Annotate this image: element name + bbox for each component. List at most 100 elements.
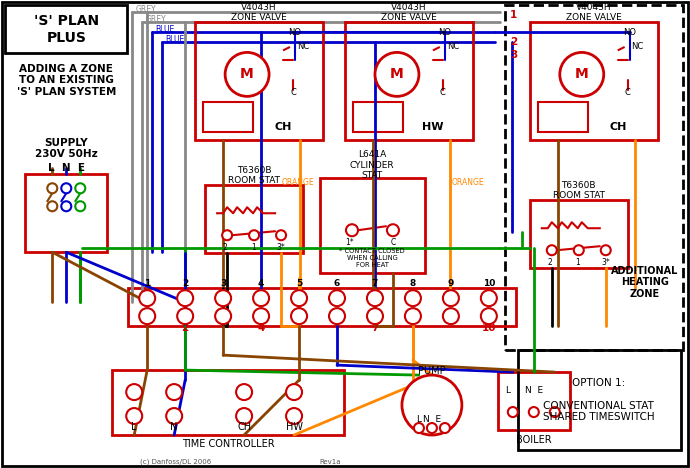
Text: GREY: GREY — [135, 5, 156, 14]
Circle shape — [126, 384, 142, 400]
Circle shape — [166, 384, 182, 400]
Circle shape — [529, 407, 539, 417]
Bar — [345, 22, 473, 140]
Bar — [128, 288, 516, 326]
Circle shape — [286, 408, 302, 424]
Text: NO: NO — [623, 28, 636, 37]
Bar — [538, 102, 588, 132]
Circle shape — [405, 290, 421, 306]
Circle shape — [427, 423, 437, 433]
Circle shape — [236, 384, 252, 400]
Circle shape — [177, 290, 193, 306]
Text: 'S' PLAN
PLUS: 'S' PLAN PLUS — [34, 15, 99, 44]
Text: V4043H
ZONE VALVE: V4043H ZONE VALVE — [381, 3, 437, 22]
Bar — [320, 178, 425, 273]
Bar — [195, 22, 323, 140]
Text: 2: 2 — [510, 37, 517, 47]
Bar — [530, 22, 658, 140]
Text: TIME CONTROLLER: TIME CONTROLLER — [181, 439, 275, 449]
Circle shape — [574, 245, 584, 255]
Circle shape — [75, 201, 86, 211]
Circle shape — [286, 384, 302, 400]
Circle shape — [215, 290, 231, 306]
Circle shape — [139, 308, 155, 324]
Circle shape — [291, 308, 307, 324]
Circle shape — [291, 290, 307, 306]
Circle shape — [550, 407, 560, 417]
Text: NO: NO — [288, 28, 302, 37]
Bar — [505, 6, 682, 350]
Text: 3: 3 — [510, 51, 517, 60]
Bar — [498, 372, 570, 430]
Text: N  E: N E — [423, 415, 441, 424]
Text: 10: 10 — [482, 323, 496, 333]
Text: V4043H
ZONE VALVE: V4043H ZONE VALVE — [231, 3, 287, 22]
Circle shape — [329, 290, 345, 306]
Text: 3*: 3* — [277, 243, 286, 252]
Bar — [203, 102, 253, 132]
Text: 2: 2 — [182, 278, 188, 288]
Text: N  E: N E — [525, 386, 543, 395]
Text: 4: 4 — [257, 323, 265, 333]
Text: M: M — [240, 67, 254, 81]
Circle shape — [387, 224, 399, 236]
Circle shape — [367, 308, 383, 324]
Circle shape — [405, 308, 421, 324]
Circle shape — [61, 183, 71, 193]
Text: C: C — [290, 88, 296, 97]
Text: CH: CH — [275, 122, 292, 132]
Circle shape — [249, 230, 259, 240]
Text: V4043H
ZONE VALVE: V4043H ZONE VALVE — [566, 3, 622, 22]
Text: 6: 6 — [334, 278, 340, 288]
Text: L: L — [417, 415, 422, 424]
Circle shape — [443, 308, 459, 324]
Text: T6360B
ROOM STAT: T6360B ROOM STAT — [553, 181, 604, 200]
Text: 1: 1 — [575, 258, 580, 267]
Circle shape — [48, 183, 57, 193]
Text: ADDITIONAL
HEATING
ZONE: ADDITIONAL HEATING ZONE — [611, 265, 678, 299]
Bar — [6, 6, 127, 53]
Circle shape — [481, 308, 497, 324]
Text: L: L — [505, 386, 511, 395]
Text: 4: 4 — [258, 278, 264, 288]
Text: BLUE: BLUE — [155, 25, 175, 34]
Circle shape — [139, 290, 155, 306]
Circle shape — [222, 230, 232, 240]
Circle shape — [440, 423, 450, 433]
Text: 1: 1 — [510, 10, 517, 21]
Text: (c) Danfoss/DL 2006: (c) Danfoss/DL 2006 — [140, 459, 211, 465]
Bar — [530, 200, 628, 268]
Text: N: N — [170, 422, 178, 432]
Circle shape — [177, 308, 193, 324]
Circle shape — [253, 290, 269, 306]
Circle shape — [329, 308, 345, 324]
Circle shape — [601, 245, 611, 255]
Circle shape — [402, 375, 462, 435]
Text: 2: 2 — [223, 243, 228, 252]
Text: BLUE: BLUE — [165, 35, 184, 44]
Text: 2: 2 — [547, 258, 552, 267]
Text: NC: NC — [631, 42, 644, 51]
Circle shape — [367, 290, 383, 306]
Text: M: M — [575, 67, 589, 81]
Circle shape — [215, 308, 231, 324]
Text: 3: 3 — [220, 278, 226, 288]
Circle shape — [166, 408, 182, 424]
Text: 7: 7 — [372, 278, 378, 288]
Circle shape — [481, 290, 497, 306]
Text: * CONTACT CLOSED
WHEN CALLING
FOR HEAT: * CONTACT CLOSED WHEN CALLING FOR HEAT — [339, 248, 405, 268]
Text: NC: NC — [446, 42, 459, 51]
Text: NO: NO — [438, 28, 451, 37]
Text: 10: 10 — [483, 278, 495, 288]
Circle shape — [236, 408, 252, 424]
Text: HW: HW — [286, 422, 302, 432]
Text: BOILER: BOILER — [516, 435, 551, 445]
Text: ORANGE: ORANGE — [451, 178, 484, 187]
Text: 2: 2 — [181, 323, 189, 333]
Text: ADDING A ZONE
TO AN EXISTING
'S' PLAN SYSTEM: ADDING A ZONE TO AN EXISTING 'S' PLAN SY… — [17, 64, 116, 97]
Circle shape — [346, 224, 358, 236]
Text: 1: 1 — [250, 243, 255, 252]
Circle shape — [225, 52, 269, 96]
Circle shape — [560, 52, 604, 96]
Text: PUMP: PUMP — [418, 366, 446, 376]
